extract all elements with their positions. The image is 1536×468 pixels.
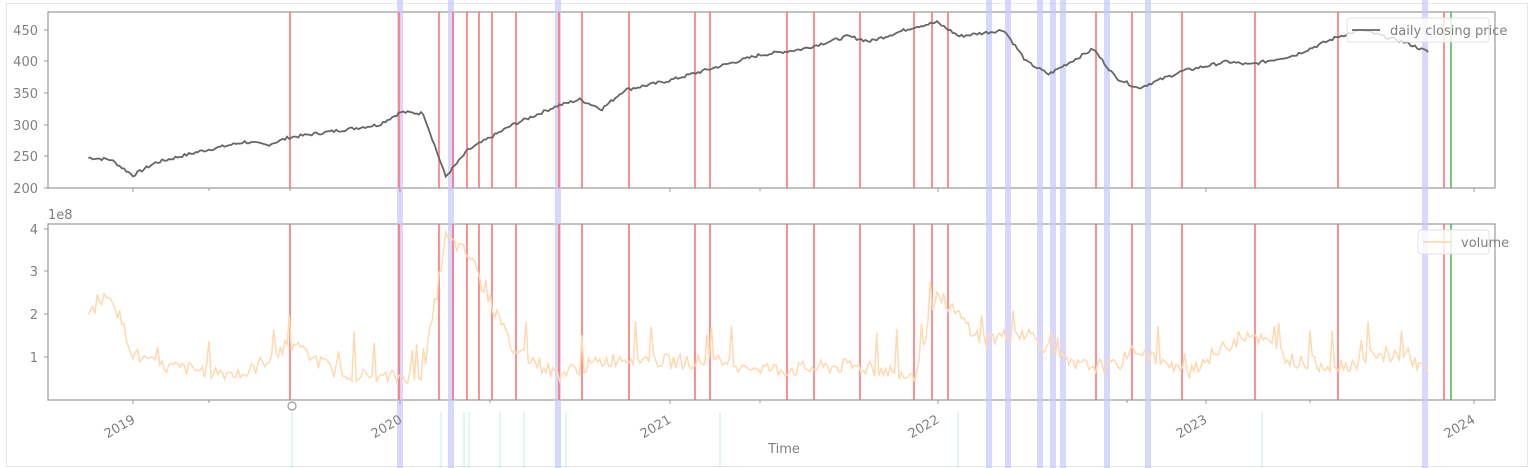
xtick-2022: 2022 bbox=[906, 412, 942, 442]
x-ticks: 2019 2020 2021 2022 2023 2024 bbox=[102, 412, 1478, 442]
volume-legend: volume bbox=[1417, 229, 1509, 255]
price-line bbox=[88, 20, 1429, 179]
xtick-2021: 2021 bbox=[638, 412, 674, 442]
legend-price-label: daily closing price bbox=[1390, 24, 1507, 39]
ytick-200: 200 bbox=[13, 182, 38, 197]
ytick-1: 1 bbox=[30, 351, 38, 366]
ytick-3: 3 bbox=[30, 265, 38, 280]
price-legend: daily closing price bbox=[1346, 17, 1507, 43]
volume-axes bbox=[47, 223, 1496, 401]
legend-volume-label: volume bbox=[1461, 236, 1509, 251]
ytick-300: 300 bbox=[13, 119, 38, 134]
ytick-450: 450 bbox=[13, 24, 38, 39]
ytick-2: 2 bbox=[30, 308, 38, 323]
ytick-4: 4 bbox=[30, 223, 38, 238]
xtick-2023: 2023 bbox=[1174, 412, 1210, 442]
ytick-350: 350 bbox=[13, 87, 38, 102]
x-axis-label: Time bbox=[767, 442, 800, 457]
volume-scale-label: 1e8 bbox=[48, 208, 73, 223]
ytick-250: 250 bbox=[13, 150, 38, 165]
price-axes bbox=[47, 11, 1496, 189]
teal-marker-lines bbox=[291, 412, 1263, 468]
ytick-400: 400 bbox=[13, 55, 38, 70]
xtick-2019: 2019 bbox=[102, 412, 138, 442]
marker-circle bbox=[287, 401, 297, 411]
red-event-lines bbox=[289, 12, 1445, 400]
volume-y-ticks: 1 2 3 4 1e8 bbox=[30, 208, 73, 366]
xtick-2024: 2024 bbox=[1442, 412, 1478, 442]
volume-line bbox=[87, 229, 1430, 385]
price-y-ticks: 200 250 300 350 400 450 bbox=[13, 24, 38, 197]
